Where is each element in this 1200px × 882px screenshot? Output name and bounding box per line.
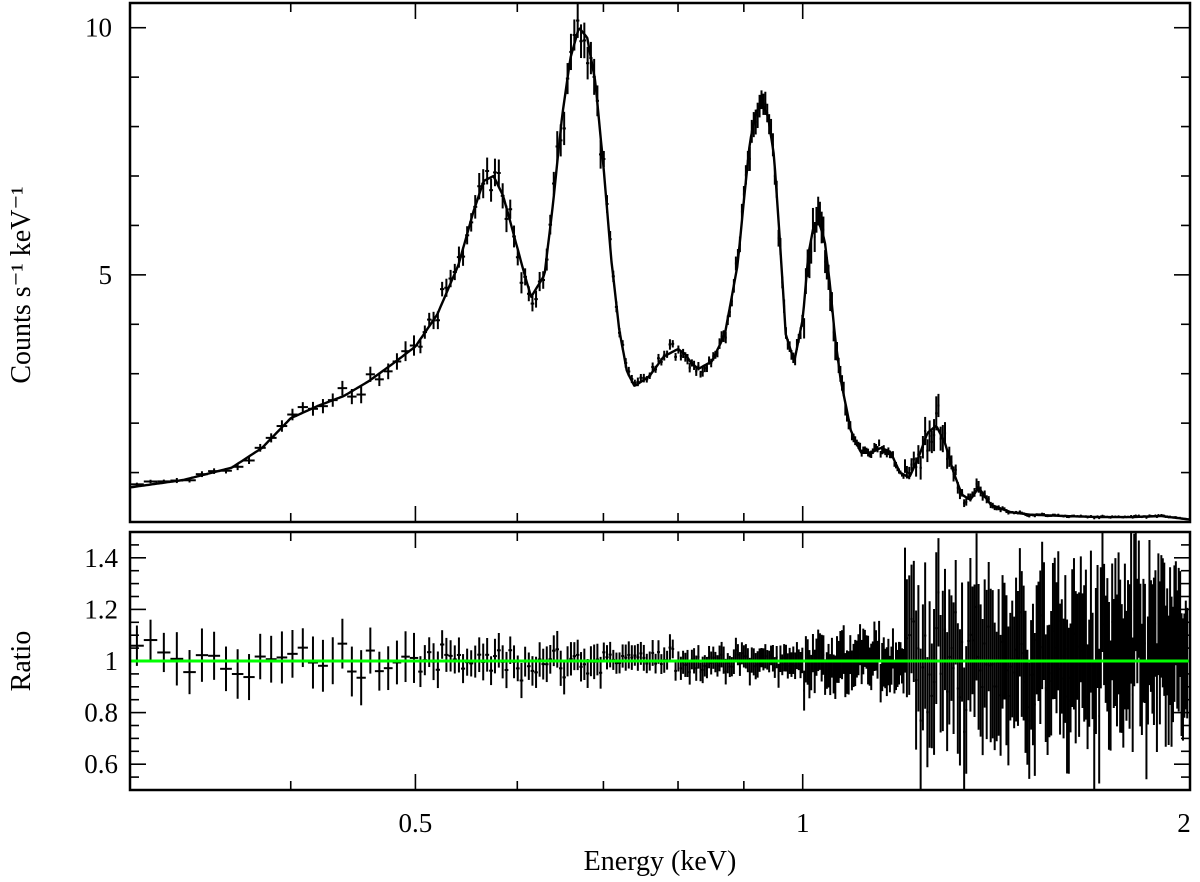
x-tick-label: 1 <box>796 808 810 838</box>
ratio-y-tick-label: 0.8 <box>84 698 118 728</box>
x-tick-label: 2 <box>1177 808 1191 838</box>
spectrum-model-line <box>129 27 1191 521</box>
spectrum-data <box>130 3 1189 521</box>
x-tick-label: 0.5 <box>399 808 433 838</box>
spectrum-panel: 5 10 Counts s⁻¹ keV⁻¹ <box>6 1 1192 524</box>
spectrum-y-tick-labels: 5 10 <box>85 13 112 290</box>
x-axis-label: Energy (keV) <box>584 846 737 877</box>
ratio-panel: 0.6 0.8 1 1.2 1.4 0.5 1 2 Ratio <box>6 530 1192 838</box>
spectrum-ticks <box>129 3 1191 522</box>
x-tick-labels: 0.5 1 2 <box>399 808 1191 838</box>
spectrum-y-tick-label: 10 <box>85 13 112 43</box>
ratio-y-tick-label: 1.2 <box>84 594 118 624</box>
ratio-y-tick-label: 0.6 <box>84 749 118 779</box>
ratio-y-axis-label: Ratio <box>6 631 37 692</box>
ratio-y-tick-label: 1.4 <box>84 543 118 573</box>
spectrum-y-axis-label: Counts s⁻¹ keV⁻¹ <box>6 186 37 383</box>
spectrum-frame <box>128 1 1192 524</box>
spectrum-y-tick-label: 5 <box>99 260 113 290</box>
ratio-frame <box>128 530 1192 792</box>
ratio-y-tick-labels: 0.6 0.8 1 1.2 1.4 <box>84 543 118 779</box>
ratio-y-tick-label: 1 <box>105 646 119 676</box>
